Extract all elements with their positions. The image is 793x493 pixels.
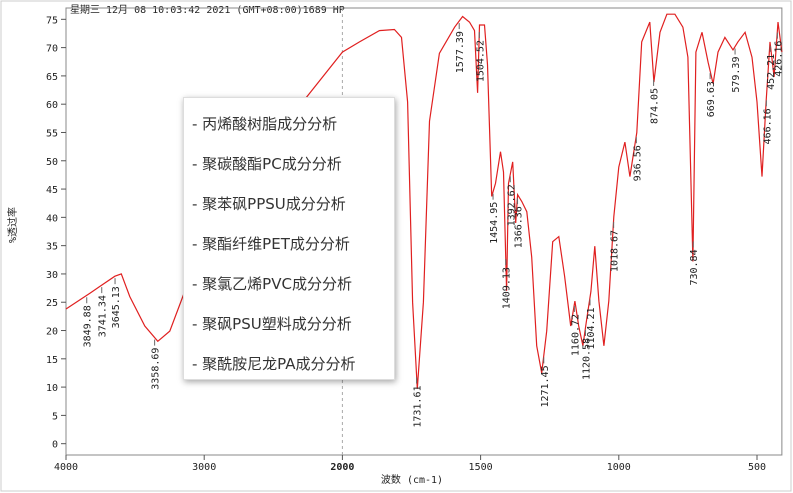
menu-item[interactable]: - 丙烯酸树脂成分分析 xyxy=(192,115,338,133)
menu-item[interactable]: - 聚酰胺尼龙PA成分分析 xyxy=(192,355,356,373)
y-tick-label: 15 xyxy=(46,355,58,366)
plot-area xyxy=(65,7,783,456)
menu-item[interactable]: - 聚苯砜PPSU成分分析 xyxy=(192,195,346,213)
peak-label: 1577.39 xyxy=(455,31,466,73)
y-tick-label: 10 xyxy=(46,383,58,394)
y-tick-label: 70 xyxy=(46,44,58,55)
peak-label: 1392.62 xyxy=(506,184,517,226)
y-tick-label: 40 xyxy=(46,213,58,224)
y-tick-label: 45 xyxy=(46,185,58,196)
x-tick-label: 2000 xyxy=(330,462,354,473)
x-axis-label: 波数 (cm-1) xyxy=(381,473,443,486)
y-tick-label: 20 xyxy=(46,327,58,338)
peak-label: 1120.58 xyxy=(581,338,592,380)
peak-label: 426.16 xyxy=(773,41,784,77)
y-tick-label: 75 xyxy=(46,15,58,26)
y-tick-label: 30 xyxy=(46,270,58,281)
menu-item[interactable]: - 聚碳酸酯PC成分分析 xyxy=(192,155,342,173)
y-tick-label: 60 xyxy=(46,100,58,111)
peak-label: 466.16 xyxy=(762,108,773,144)
x-tick-label: 1500 xyxy=(469,462,493,473)
menu-item[interactable]: - 聚酯纤维PET成分分析 xyxy=(192,235,350,253)
x-tick-label: 1000 xyxy=(607,462,631,473)
peak-label: 1366.36 xyxy=(514,206,525,248)
peak-label: 874.05 xyxy=(650,88,661,124)
peak-label: 1018.67 xyxy=(610,230,621,272)
x-tick-label: 3000 xyxy=(192,462,216,473)
menu-item[interactable]: - 聚砜PSU塑料成分分析 xyxy=(192,315,352,333)
y-tick-label: 25 xyxy=(46,298,58,309)
x-tick-label: 4000 xyxy=(54,462,78,473)
peak-label: 452.21 xyxy=(766,54,777,90)
menu: - 丙烯酸树脂成分分析 - 聚碳酸酯PC成分分析 - 聚苯砜PPSU成分分析 - 聚酯… xyxy=(183,97,395,380)
peak-label: 936.56 xyxy=(632,145,643,181)
menu-item[interactable]: - 聚氯乙烯PVC成分分析 xyxy=(192,275,352,293)
peak-label: 3358.69 xyxy=(151,348,162,390)
peak-label: 1409.13 xyxy=(502,267,513,309)
y-tick-label: 5 xyxy=(52,411,58,422)
y-tick-label: 50 xyxy=(46,157,58,168)
peak-label: 1454.95 xyxy=(489,202,500,244)
peak-label: 730.84 xyxy=(689,249,700,285)
peak-label: 1104.21 xyxy=(586,307,597,349)
peak-label: 669.63 xyxy=(706,81,717,117)
peak-label: 3849.88 xyxy=(83,305,94,347)
spectrum-line xyxy=(65,13,783,389)
y-tick-label: 0 xyxy=(52,440,58,451)
y-axis-label: %透过率 xyxy=(6,207,19,243)
peak-label: 1271.45 xyxy=(540,365,551,407)
chart-title: 星期三 12月 08 10:03:42 2021 (GMT+08:00)1689… xyxy=(70,4,345,16)
y-tick-label: 55 xyxy=(46,128,58,139)
x-tick-label: 500 xyxy=(748,462,766,473)
y-tick-label: 35 xyxy=(46,242,58,253)
peak-label: 1160.72 xyxy=(570,314,581,356)
peak-label: 3741.34 xyxy=(98,295,109,337)
peak-label: 3645.13 xyxy=(111,286,122,328)
peak-label: 1731.61 xyxy=(413,386,424,428)
y-tick-label: 65 xyxy=(46,72,58,83)
peak-label: 1504.52 xyxy=(475,40,486,82)
peak-label: 579.39 xyxy=(731,57,742,93)
